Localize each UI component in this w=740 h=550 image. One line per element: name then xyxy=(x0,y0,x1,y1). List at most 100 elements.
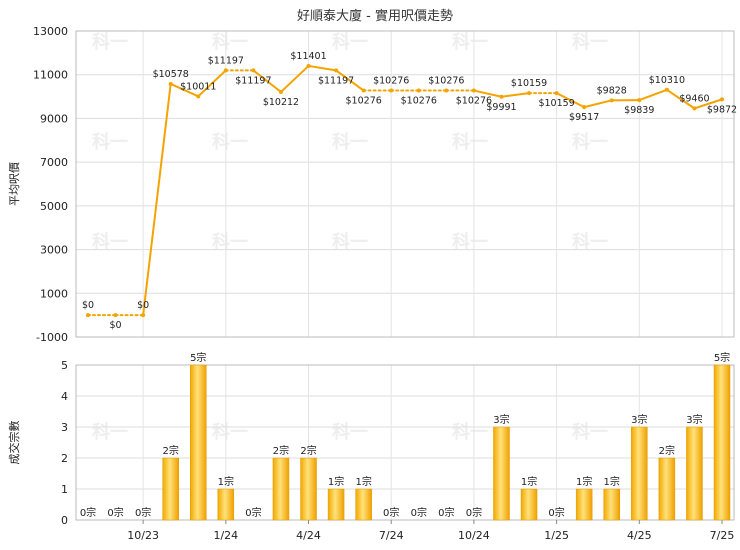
data-point xyxy=(609,98,614,103)
data-label: $10310 xyxy=(649,75,685,86)
y-tick-label: 1 xyxy=(61,483,68,496)
data-label: $10276 xyxy=(346,96,382,107)
data-point xyxy=(306,63,311,68)
data-point xyxy=(361,88,366,93)
watermark-text: 科一 xyxy=(332,421,368,443)
data-label: $10276 xyxy=(373,76,409,87)
bar-value-label: 1宗 xyxy=(521,475,537,488)
data-label: $11401 xyxy=(290,51,326,62)
series-line-segment xyxy=(307,64,338,72)
data-label: $10159 xyxy=(538,98,574,109)
x-tick-label: 10/24 xyxy=(458,529,490,542)
volume-bar xyxy=(162,457,179,521)
y-tick-label: 7000 xyxy=(40,156,68,169)
data-point xyxy=(113,313,118,318)
series-line-segment xyxy=(472,89,503,98)
y-tick-label: 0 xyxy=(61,514,68,527)
bar-value-label: 0宗 xyxy=(548,506,564,519)
x-tick-label: 10/23 xyxy=(127,529,159,542)
watermark-text: 科一 xyxy=(92,421,128,443)
x-tick-label: 7/25 xyxy=(710,529,735,542)
watermark-text: 科一 xyxy=(452,31,488,53)
watermark-text: 科一 xyxy=(92,231,128,253)
series-line-segment xyxy=(279,64,310,93)
chart-title: 好順泰大廈 - 實用呎價走勢 xyxy=(297,8,453,24)
bar-value-label: 1宗 xyxy=(576,475,592,488)
bar-value-label: 0宗 xyxy=(135,506,151,519)
watermark-layer: 科一 科一 科一 科一 科一 xyxy=(92,421,608,443)
watermark-text: 科一 xyxy=(332,231,368,253)
series-line-segment xyxy=(197,69,227,98)
bar-value-label: 5宗 xyxy=(190,351,206,364)
watermark-text: 科一 xyxy=(212,31,248,53)
series-line-segment xyxy=(335,69,365,92)
bar-value-label: 1宗 xyxy=(355,475,371,488)
series-line-segment xyxy=(665,88,696,110)
watermark-text: 科一 xyxy=(572,131,608,153)
bar-value-label: 0宗 xyxy=(107,506,123,519)
volume-bar xyxy=(300,457,317,521)
series-line-segment xyxy=(693,98,723,110)
watermark-text: 科一 xyxy=(452,131,488,153)
watermark-text: 科一 xyxy=(212,131,248,153)
x-tick-label: 1/24 xyxy=(213,529,238,542)
volume-bar xyxy=(327,488,345,521)
watermark-text: 科一 xyxy=(212,231,248,253)
watermark-text: 科一 xyxy=(92,131,128,153)
watermark-text: 科一 xyxy=(572,421,608,443)
watermark-text: 科一 xyxy=(452,421,488,443)
data-point xyxy=(168,81,173,86)
data-point xyxy=(527,91,532,96)
data-label: $11197 xyxy=(208,55,244,66)
series-line-segment xyxy=(555,92,586,109)
watermark-text: 科一 xyxy=(332,31,368,53)
data-point xyxy=(278,89,283,94)
series-line-segment xyxy=(500,92,531,98)
data-point xyxy=(720,97,724,102)
plot-frame xyxy=(75,364,735,521)
volume-bar xyxy=(603,488,620,521)
x-tick-label: 1/25 xyxy=(544,529,569,542)
volume-bar-panel: 科一 科一 科一 科一 科一 5 4 3 2 1 0 成交宗數 0宗 0宗 0宗 2宗 5宗 1宗 0宗 2宗 2宗 1宗… xyxy=(7,351,735,542)
data-label: $10159 xyxy=(511,78,547,89)
bar-value-label: 2宗 xyxy=(163,444,179,457)
data-point xyxy=(223,68,228,73)
watermark-text: 科一 xyxy=(332,131,368,153)
data-label: $9991 xyxy=(486,102,516,113)
plot-frame xyxy=(75,30,735,338)
data-label: $10276 xyxy=(401,96,437,107)
y-tick-label: 5 xyxy=(61,359,68,372)
data-label: $9460 xyxy=(679,93,709,104)
volume-bar xyxy=(190,364,207,521)
bar-value-label: 5宗 xyxy=(714,351,730,364)
x-tick-label: 4/24 xyxy=(296,529,321,542)
series-line-segment xyxy=(169,82,200,98)
data-label: $9872 xyxy=(707,104,737,115)
bar-value-label: 3宗 xyxy=(631,413,647,426)
y-axis-title: 成交宗數 xyxy=(7,421,21,465)
volume-bar xyxy=(217,488,235,521)
data-point xyxy=(554,91,559,96)
bar-value-label: 3宗 xyxy=(686,413,702,426)
series-line-segment xyxy=(252,69,282,93)
volume-bar xyxy=(713,364,731,521)
bar-value-label: 0宗 xyxy=(466,506,482,519)
volume-bar xyxy=(575,488,593,521)
data-point xyxy=(471,88,476,93)
data-label: $0 xyxy=(82,300,94,311)
bar-value-label: 0宗 xyxy=(245,506,261,519)
y-tick-label: 9000 xyxy=(40,112,68,125)
y-tick-label: 13000 xyxy=(33,25,68,38)
data-label: $11197 xyxy=(318,75,354,86)
y-tick-label: 5000 xyxy=(40,200,68,213)
bar-value-label: 1宗 xyxy=(218,475,234,488)
y-tick-label: 11000 xyxy=(33,69,68,82)
series-line-segment xyxy=(583,99,613,109)
data-point xyxy=(389,88,394,93)
bar-value-label: 2宗 xyxy=(659,444,675,457)
data-label: $9839 xyxy=(624,105,654,116)
data-point xyxy=(86,313,90,318)
